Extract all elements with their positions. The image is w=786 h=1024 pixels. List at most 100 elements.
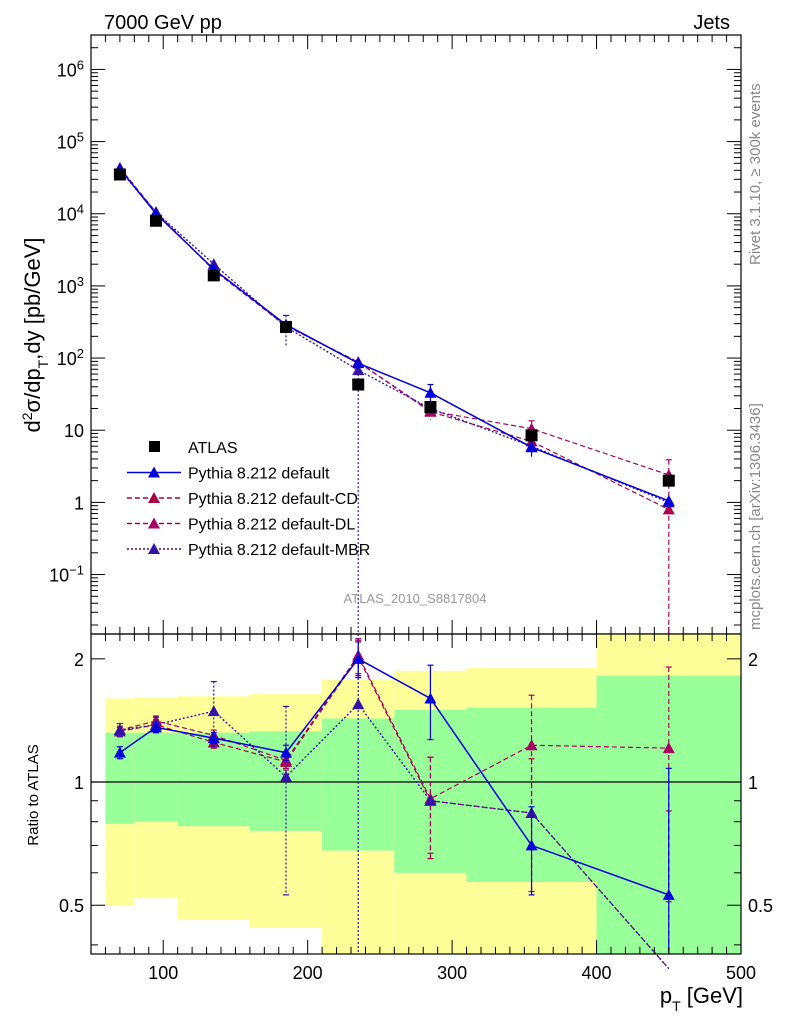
main-ticks xyxy=(91,34,742,634)
analysis-label: ATLAS_2010_S8817804 xyxy=(344,591,487,606)
dl-ratio-line xyxy=(119,654,669,800)
legend-item-cd: Pythia 8.212 default-CD xyxy=(127,491,358,508)
legend-item-atlas: ATLAS xyxy=(149,440,238,457)
x-tick-label: 400 xyxy=(582,963,612,983)
legend-marker xyxy=(148,543,160,554)
y-tick-base: 10 xyxy=(57,277,77,297)
collision-title: 7000 GeV pp xyxy=(104,12,222,34)
x-tick-label: 200 xyxy=(293,963,323,983)
y-label-part: σ/dp xyxy=(20,368,45,412)
green-band-bin xyxy=(322,718,395,851)
atlas-point xyxy=(424,400,437,413)
dl-line xyxy=(119,167,669,476)
y-tick-label: 102 xyxy=(57,346,84,370)
default-ratio-point xyxy=(113,746,126,758)
ratio-series-default xyxy=(113,641,675,954)
mbr-ratio-point xyxy=(280,770,292,782)
default-ratio-point xyxy=(662,888,675,900)
main-y-axis-label: d2σ/dpT,dy [pb/GeV] xyxy=(19,237,51,432)
series-atlas xyxy=(113,168,675,487)
ratio-series-mbr xyxy=(113,633,670,970)
ratio-y-tick-label-right: 1 xyxy=(748,773,758,793)
legend-label: Pythia 8.212 default-CD xyxy=(188,491,358,508)
y-tick-base: 10 xyxy=(49,566,69,586)
y-tick-label: 10−1 xyxy=(49,562,84,586)
legend-item-mbr: Pythia 8.212 default-MBR xyxy=(127,542,370,559)
legend-item-default: Pythia 8.212 default xyxy=(127,466,330,483)
mbr-ratio-point xyxy=(207,705,220,717)
default-ratio-point xyxy=(525,839,538,851)
ratio-y-tick-label: 0.5 xyxy=(59,896,84,916)
mcplots-label: mcplots.cern.ch [arXiv:1306.3436] xyxy=(747,403,764,630)
x-label-sub: T xyxy=(672,998,681,1014)
y-tick-exp: 5 xyxy=(77,129,84,144)
default-ratio-point xyxy=(424,692,437,704)
cd-line xyxy=(119,167,670,510)
y-label-sup: 2 xyxy=(19,412,35,420)
atlas-point xyxy=(352,378,365,391)
legend-label: Pythia 8.212 default-MBR xyxy=(188,542,370,559)
rivet-version-label: Rivet 3.1.10, ≥ 300k events xyxy=(747,83,764,265)
mbr-ratio-point xyxy=(424,794,437,806)
y-tick-exp: 2 xyxy=(77,346,84,361)
legend-label: Pythia 8.212 default xyxy=(188,466,330,483)
x-tick-label: 100 xyxy=(148,963,178,983)
default-point xyxy=(352,357,365,369)
atlas-point xyxy=(662,474,675,487)
atlas-point xyxy=(207,269,220,282)
default-ratio-point xyxy=(150,721,162,733)
dl-ratio-point xyxy=(662,742,675,754)
mbr-ratio-line xyxy=(119,703,670,970)
atlas-point xyxy=(150,214,162,227)
ratio-plot-frame xyxy=(90,633,742,955)
legend-item-dl: Pythia 8.212 default-DL xyxy=(127,517,355,534)
series-mbr xyxy=(113,164,675,634)
legend-label: ATLAS xyxy=(188,440,238,457)
legend-marker xyxy=(148,517,160,529)
y-tick-base: 10 xyxy=(57,133,77,153)
x-tick-label: 500 xyxy=(726,963,756,983)
default-point xyxy=(525,441,538,453)
legend-marker xyxy=(148,466,160,478)
y-tick-label: 105 xyxy=(57,129,84,153)
legend-marker xyxy=(149,441,160,452)
default-point xyxy=(424,386,437,398)
default-ratio-point xyxy=(352,652,365,664)
x-tick-label: 300 xyxy=(437,963,467,983)
dl-ratio-point xyxy=(525,739,538,751)
default-ratio-point xyxy=(207,732,220,744)
y-tick-base: 10 xyxy=(57,205,77,225)
y-tick-label: 104 xyxy=(57,201,84,225)
y-label-part: ,dy [pb/GeV] xyxy=(20,237,45,359)
y-tick-label: 1 xyxy=(74,493,84,513)
ratio-panel: 2 2 1 1 0.5 0.5 100 200 300 400 500 xyxy=(59,633,773,983)
green-band-bin xyxy=(134,732,178,822)
ratio-y-tick-label: 2 xyxy=(74,650,84,670)
legend: ATLAS Pythia 8.212 default Pythia 8.212 de… xyxy=(127,440,370,559)
ratio-series xyxy=(113,633,675,970)
atlas-point xyxy=(280,320,292,333)
y-tick-base: 10 xyxy=(57,60,77,80)
main-series xyxy=(113,162,675,634)
ratio-bands xyxy=(105,634,741,954)
x-label-part: p xyxy=(660,983,672,1008)
y-tick-exp: −1 xyxy=(69,562,84,577)
y-tick-base: 1 xyxy=(74,493,84,513)
x-axis-label: pT [GeV] xyxy=(660,983,743,1014)
y-tick-label: 10 xyxy=(64,421,84,441)
default-line xyxy=(119,168,670,502)
ratio-y-tick-label-right: 2 xyxy=(748,650,758,670)
series-dl xyxy=(113,162,675,634)
mbr-point xyxy=(352,364,365,376)
y-label-part: d xyxy=(20,420,45,432)
mbr-line xyxy=(119,169,670,504)
default-ratio-line xyxy=(119,657,670,896)
y-tick-exp: 4 xyxy=(77,201,84,216)
ratio-ticks xyxy=(91,634,742,954)
mbr-ratio-point xyxy=(113,724,126,736)
y-label-sub: T xyxy=(35,359,51,368)
atlas-point xyxy=(113,168,126,181)
ratio-y-tick-label: 1 xyxy=(74,773,84,793)
ratio-y-tick-labels: 2 2 1 1 0.5 0.5 xyxy=(59,650,773,916)
